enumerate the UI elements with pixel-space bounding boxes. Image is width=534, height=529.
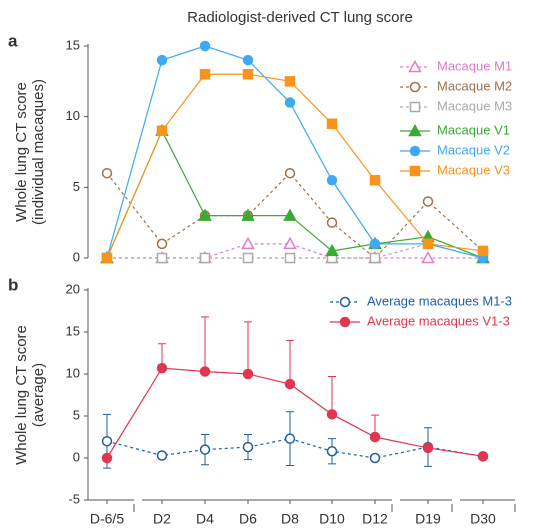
data-point bbox=[241, 208, 255, 221]
data-point bbox=[242, 54, 254, 66]
data-point bbox=[422, 442, 434, 454]
data-point bbox=[242, 69, 254, 80]
data-point bbox=[241, 236, 255, 250]
series-line bbox=[106, 172, 484, 259]
data-point bbox=[284, 252, 296, 264]
data-point bbox=[156, 125, 168, 137]
panel-label: a bbox=[8, 31, 18, 50]
data-point bbox=[242, 252, 254, 264]
x-tick-label: D12 bbox=[362, 511, 388, 527]
x-tick-label: D10 bbox=[319, 511, 345, 527]
legend-marker bbox=[408, 59, 422, 73]
error-bar bbox=[201, 316, 209, 372]
error-bar bbox=[244, 321, 252, 374]
legend-label: Average macaques M1-3 bbox=[367, 293, 512, 308]
data-point bbox=[325, 243, 339, 257]
error-bar bbox=[328, 376, 336, 415]
data-point bbox=[199, 252, 211, 264]
data-point bbox=[284, 378, 296, 390]
data-point bbox=[199, 366, 211, 377]
data-point bbox=[199, 444, 211, 455]
legend-marker bbox=[339, 296, 351, 308]
y-tick-label: 10 bbox=[66, 365, 80, 380]
x-tick-label: D19 bbox=[415, 511, 441, 527]
chart-title: Radiologist-derived CT lung score bbox=[187, 9, 413, 26]
legend-label: Macaque M2 bbox=[437, 78, 512, 93]
data-point bbox=[284, 433, 296, 444]
x-tick-label: D6 bbox=[239, 511, 257, 527]
y-axis-label: Whole lung CT score bbox=[13, 82, 30, 222]
data-point bbox=[198, 208, 212, 221]
data-point bbox=[242, 368, 254, 380]
data-point bbox=[156, 54, 168, 66]
y-tick-label: 10 bbox=[66, 108, 80, 123]
error-bar bbox=[286, 339, 294, 385]
data-point bbox=[326, 409, 338, 420]
data-point bbox=[421, 250, 435, 264]
data-point bbox=[199, 40, 211, 52]
legend-label: Macaque V2 bbox=[437, 142, 510, 157]
data-point bbox=[101, 435, 113, 447]
data-point bbox=[156, 238, 168, 250]
legend-marker bbox=[339, 316, 351, 328]
x-tick-label: D8 bbox=[281, 511, 299, 527]
legend-label: Average macaques V1-3 bbox=[367, 313, 510, 328]
series-line bbox=[107, 243, 483, 259]
data-point bbox=[326, 446, 338, 457]
legend-label: Macaque V1 bbox=[437, 122, 510, 137]
data-point bbox=[369, 452, 381, 464]
data-point bbox=[284, 167, 296, 179]
y-tick-label: 0 bbox=[73, 249, 80, 264]
data-point bbox=[326, 217, 338, 228]
data-point bbox=[199, 69, 211, 80]
y-tick-label: 5 bbox=[73, 407, 80, 422]
data-point bbox=[101, 452, 113, 464]
legend-marker bbox=[408, 123, 422, 137]
data-point bbox=[422, 238, 434, 250]
panel-label: b bbox=[8, 275, 18, 294]
data-point bbox=[242, 441, 254, 453]
y-tick-label: 5 bbox=[73, 179, 80, 194]
data-point bbox=[156, 252, 168, 264]
y-tick-label: 15 bbox=[66, 37, 80, 52]
data-point bbox=[283, 208, 297, 221]
x-tick-label: D-6/5 bbox=[90, 511, 124, 527]
y-axis-label: (average) bbox=[30, 363, 47, 427]
data-point bbox=[156, 362, 168, 374]
data-point bbox=[284, 97, 296, 108]
x-tick-label: D2 bbox=[153, 511, 171, 527]
legend-marker bbox=[409, 101, 421, 113]
y-axis-label: Whole lung CT score bbox=[13, 325, 30, 465]
data-point bbox=[369, 175, 381, 186]
data-point bbox=[284, 76, 296, 87]
x-tick-label: D30 bbox=[470, 511, 496, 527]
legend-marker bbox=[409, 145, 421, 157]
data-point bbox=[369, 252, 381, 264]
data-point bbox=[101, 167, 113, 179]
data-point bbox=[369, 238, 381, 250]
data-point bbox=[422, 196, 434, 207]
data-point bbox=[477, 451, 489, 462]
legend-marker bbox=[409, 165, 421, 177]
x-tick-label: D4 bbox=[196, 511, 214, 527]
data-point bbox=[101, 252, 113, 264]
legend-label: Macaque M1 bbox=[437, 58, 512, 73]
y-tick-label: 20 bbox=[66, 281, 80, 296]
data-point bbox=[283, 236, 297, 250]
data-point bbox=[156, 450, 168, 461]
legend-label: Macaque V3 bbox=[437, 162, 510, 177]
legend-marker bbox=[409, 81, 421, 93]
y-tick-label: 0 bbox=[73, 449, 80, 464]
y-tick-label: 15 bbox=[66, 323, 80, 338]
data-point bbox=[477, 245, 489, 257]
data-point bbox=[326, 118, 338, 129]
data-point bbox=[369, 431, 381, 443]
y-tick-label: -5 bbox=[68, 491, 80, 506]
legend-label: Macaque M3 bbox=[437, 98, 512, 113]
data-point bbox=[326, 175, 338, 186]
y-axis-label: (individual macaques) bbox=[30, 79, 47, 225]
